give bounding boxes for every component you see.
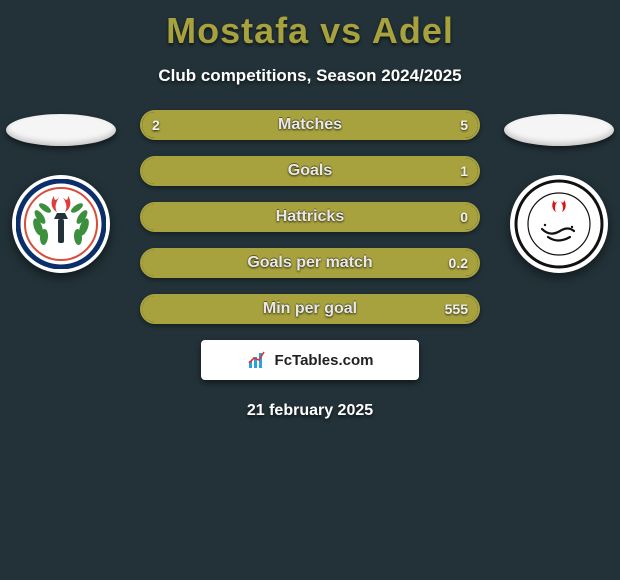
bar-value-left [142,158,162,184]
club-badge-right [510,175,608,273]
stat-bar-min-per-goal: Min per goal555 [140,294,480,324]
bar-label: Goals per match [142,250,478,276]
player-flag-left [6,114,116,146]
brand-text: FcTables.com [275,352,374,369]
stat-bars: Matches2 5 Goals1 Hattricks0 Goals per match… [140,110,480,324]
bar-value-left: 2 [142,112,170,138]
bar-value-left [142,204,162,230]
page-title: Mostafa vs Adel [0,0,620,52]
player-flag-right [504,114,614,146]
snapshot-date: 21 february 2025 [0,402,620,420]
comparison-stage: Matches2 5 Goals1 Hattricks0 Goals per match… [0,110,620,420]
club-crest-left-icon [16,179,106,269]
bar-value-left [142,296,162,322]
stat-bar-goals-per-match: Goals per match0.2 [140,248,480,278]
bar-label: Min per goal [142,296,478,322]
bar-value-right: 555 [435,296,478,322]
bar-value-right: 5 [450,112,478,138]
bar-label: Matches [142,112,478,138]
stat-bar-matches: Matches2 5 [140,110,480,140]
bar-label: Hattricks [142,204,478,230]
bar-value-right: 0.2 [439,250,478,276]
bar-value-left [142,250,162,276]
club-badge-left [12,175,110,273]
stat-bar-hattricks: Hattricks0 [140,202,480,232]
club-crest-right-icon [514,179,604,269]
bar-chart-icon [247,349,269,371]
bar-label: Goals [142,158,478,184]
bar-value-right: 1 [450,158,478,184]
stat-bar-goals: Goals1 [140,156,480,186]
bar-value-right: 0 [450,204,478,230]
page-subtitle: Club competitions, Season 2024/2025 [0,66,620,86]
brand-badge[interactable]: FcTables.com [201,340,419,380]
